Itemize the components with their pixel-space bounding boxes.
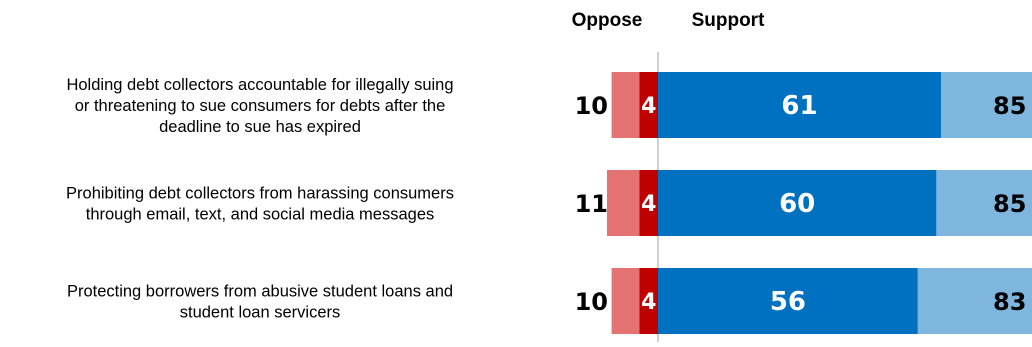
support-total-label: 85 <box>993 92 1026 120</box>
oppose-total-label: 10 <box>575 288 608 316</box>
category-label: Prohibiting debt collectors from harassi… <box>66 185 454 203</box>
oppose-strong-label: 4 <box>641 94 656 119</box>
oppose-total-label: 11 <box>575 190 608 218</box>
support-strong-label: 56 <box>770 287 806 317</box>
oppose-strong-label: 4 <box>641 192 656 217</box>
bar-support-strong <box>658 72 942 138</box>
bar-support-strong <box>658 170 937 236</box>
oppose-total-label: 10 <box>575 92 608 120</box>
bar-support-somewhat <box>941 72 1032 138</box>
category-label: student loan servicers <box>180 304 341 322</box>
support-strong-label: 61 <box>781 91 817 121</box>
category-label: Protecting borrowers from abusive studen… <box>67 283 453 301</box>
bar-oppose-somewhat <box>606 170 640 236</box>
oppose-strong-label: 4 <box>641 290 656 315</box>
chart-rows: Holding debt collectors accountable for … <box>66 72 1032 334</box>
category-label: or threatening to sue consumers for debt… <box>75 97 446 115</box>
bar-oppose-strong <box>639 268 658 334</box>
bar-oppose-strong <box>639 170 658 236</box>
support-header: Support <box>692 10 765 31</box>
category-label: Holding debt collectors accountable for … <box>66 76 453 94</box>
support-total-label: 83 <box>993 288 1026 316</box>
category-label: deadline to sue has expired <box>159 118 361 136</box>
support-strong-label: 60 <box>779 189 815 219</box>
bar-support-somewhat <box>917 268 1032 334</box>
bar-oppose-somewhat <box>611 72 640 138</box>
bar-support-somewhat <box>936 170 1032 236</box>
bar-oppose-somewhat <box>611 268 640 334</box>
support-total-label: 85 <box>993 190 1026 218</box>
bar-oppose-strong <box>639 72 658 138</box>
bar-support-strong <box>658 268 918 334</box>
oppose-header: Oppose <box>572 10 643 31</box>
category-label: through email, text, and social media me… <box>86 206 435 224</box>
